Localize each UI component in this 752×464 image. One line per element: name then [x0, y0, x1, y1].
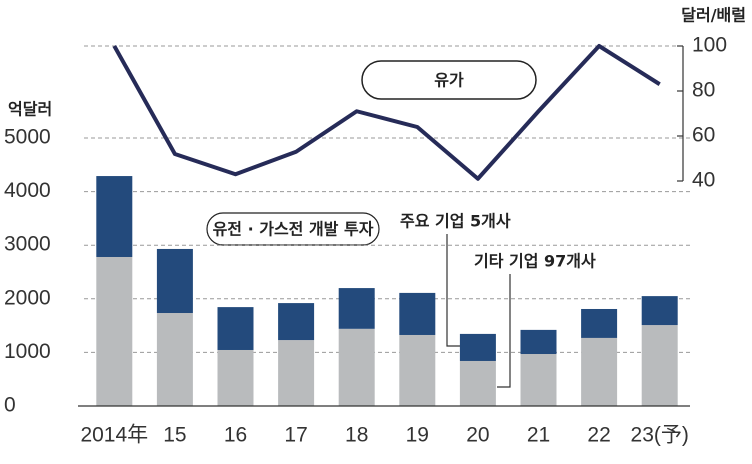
bar	[217, 307, 254, 350]
leader-line	[497, 274, 511, 388]
x-tick-label: 15	[163, 424, 186, 447]
x-tick-label: 18	[345, 424, 368, 447]
x-tick-label: 19	[406, 424, 429, 447]
bar	[581, 337, 618, 406]
y-tick-label: 3000	[4, 233, 51, 256]
bar	[520, 329, 557, 355]
bar	[459, 360, 496, 406]
y-tick-label: 2000	[4, 286, 51, 309]
x-tick-label: 21	[527, 424, 550, 447]
bar	[338, 288, 375, 329]
y-tick-label: 4000	[4, 179, 51, 202]
y-tick-label: 1000	[4, 340, 51, 363]
bar	[641, 325, 678, 406]
line	[112, 44, 661, 181]
y2-tick-label: 40	[692, 169, 715, 192]
bar	[278, 340, 315, 406]
leader-line	[446, 234, 462, 347]
bar	[156, 313, 193, 406]
series-label: 주요 기업 5개사	[400, 212, 511, 231]
bar	[399, 292, 436, 335]
legend-box	[361, 60, 537, 100]
bar	[156, 248, 193, 314]
x-tick-label: 23(予)	[631, 424, 689, 447]
y2-tick-label: 80	[692, 79, 715, 102]
bar	[399, 334, 436, 406]
y2-tick-label: 100	[692, 34, 727, 57]
y-axis-title: 억달러	[8, 100, 52, 119]
annotation-box	[206, 212, 380, 246]
x-tick-label: 16	[224, 424, 247, 447]
y-tick-label: 5000	[4, 126, 51, 149]
y2-axis-title: 달러/배럴	[681, 6, 746, 25]
x-tick-label: 20	[466, 424, 489, 447]
x-tick-label: 17	[284, 424, 307, 447]
legend-entry: 유가	[434, 71, 464, 90]
bar	[520, 354, 557, 406]
bar	[338, 328, 375, 406]
bar	[459, 333, 496, 361]
series-label: 기타 기업 97개사	[474, 252, 596, 271]
y-tick-label: 0	[4, 394, 16, 417]
bar	[278, 303, 315, 341]
y2-tick-label: 60	[692, 124, 715, 147]
bar	[641, 296, 678, 326]
bar	[96, 256, 133, 406]
bar	[581, 308, 618, 338]
bar	[96, 176, 133, 257]
x-tick-label: 22	[587, 424, 610, 447]
x-tick-label: 2014年	[80, 424, 148, 447]
annotation: 유전 · 가스전 개발 투자	[213, 220, 374, 239]
bar	[217, 349, 254, 406]
